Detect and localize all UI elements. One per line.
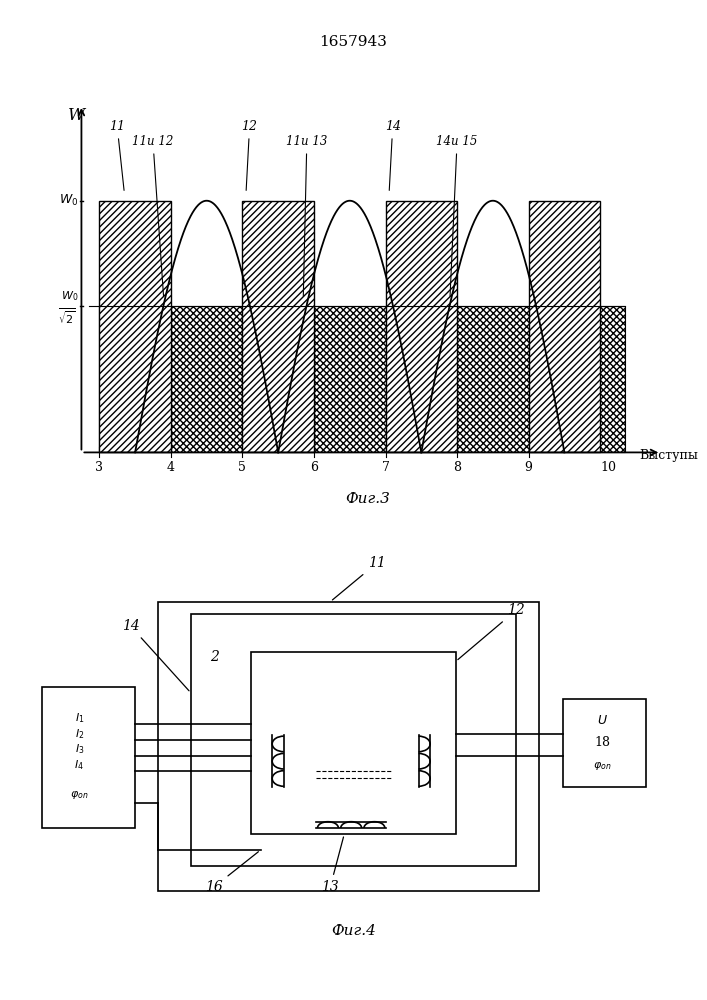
Text: $\overline{\sqrt{2}}$: $\overline{\sqrt{2}}$	[58, 307, 76, 326]
Text: 3: 3	[95, 461, 103, 474]
Bar	[42, 687, 135, 828]
Text: $W_0$: $W_0$	[62, 289, 78, 303]
Text: 2: 2	[210, 650, 218, 664]
Bar	[171, 306, 243, 452]
Text: 14: 14	[122, 619, 189, 691]
Bar	[457, 306, 529, 452]
Bar	[243, 201, 314, 452]
Text: 14: 14	[385, 120, 401, 190]
Bar	[600, 306, 625, 452]
Text: 4: 4	[167, 461, 175, 474]
Bar	[191, 614, 516, 866]
Text: 1657943: 1657943	[320, 35, 387, 49]
Text: $U$: $U$	[597, 714, 607, 727]
Text: 9: 9	[525, 461, 532, 474]
Text: Фиг.3: Фиг.3	[345, 492, 390, 506]
Text: 6: 6	[310, 461, 318, 474]
Bar	[529, 201, 600, 452]
Bar	[385, 201, 457, 452]
Text: 13: 13	[322, 837, 344, 894]
Text: 11: 11	[109, 120, 125, 190]
Bar	[314, 306, 385, 452]
Text: $I_2$: $I_2$	[75, 727, 84, 741]
Text: $I_1$: $I_1$	[75, 711, 84, 725]
Bar	[529, 306, 600, 452]
Text: 16: 16	[205, 852, 258, 894]
Text: 14и 15: 14и 15	[436, 135, 478, 296]
Text: 10: 10	[601, 461, 617, 474]
Bar	[385, 306, 457, 452]
Bar	[251, 652, 456, 834]
Text: 12: 12	[458, 603, 525, 660]
Text: 11и 12: 11и 12	[132, 135, 174, 296]
Text: 18: 18	[594, 736, 610, 749]
Text: $\varphi_{on}$: $\varphi_{on}$	[592, 760, 612, 772]
Text: 5: 5	[238, 461, 246, 474]
Text: 8: 8	[453, 461, 461, 474]
Text: W: W	[68, 107, 85, 124]
Text: 12: 12	[242, 120, 257, 190]
Text: $W_0$: $W_0$	[59, 193, 78, 208]
Text: 7: 7	[382, 461, 390, 474]
Text: Выступы: Выступы	[640, 449, 699, 462]
Text: 11и 13: 11и 13	[286, 135, 327, 296]
Bar	[243, 306, 314, 452]
Text: Фиг.4: Фиг.4	[331, 924, 376, 938]
Bar	[99, 306, 171, 452]
Bar	[99, 201, 171, 452]
Text: 11: 11	[332, 556, 385, 600]
Bar	[563, 699, 646, 787]
Text: $I_4$: $I_4$	[74, 758, 84, 772]
Text: $I_3$: $I_3$	[75, 743, 84, 756]
Bar	[158, 602, 539, 891]
Text: $\varphi_{on}$: $\varphi_{on}$	[70, 789, 88, 801]
